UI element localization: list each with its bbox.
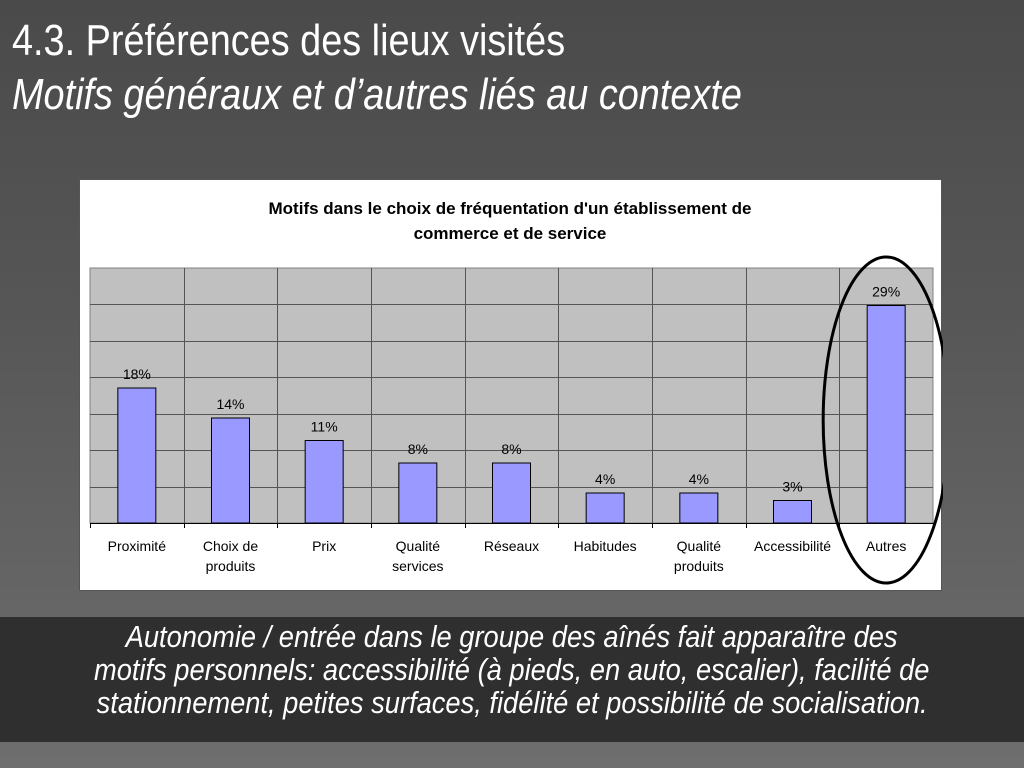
chart-title-line-2: commerce et de service [414,224,607,243]
bar-1 [211,417,250,524]
category-label-8-0: Autres [866,538,906,554]
data-label-3: 8% [408,441,428,457]
title-line-1: 4.3. Préférences des lieux visités [12,16,566,65]
bar-5 [585,492,625,524]
category-label-0-0: Proximité [108,538,167,554]
bar-0 [117,387,157,524]
data-label-2: 11% [311,419,338,435]
bar-7 [773,500,812,524]
category-label-4-0: Réseaux [484,538,539,554]
chart-panel: Motifs dans le choix de fréquentation d'… [79,179,943,591]
caption-line-2: motifs personnels: accessibilité (à pied… [94,652,930,687]
bar-8 [866,305,906,524]
caption-line-1: Autonomie / entrée dans le groupe des aî… [126,619,898,654]
caption-box: Autonomie / entrée dans le groupe des aî… [0,617,1024,742]
category-label-3-0: Qualité [396,538,441,554]
data-label-8: 29% [872,284,900,300]
chart-title-line-1: Motifs dans le choix de fréquentation d'… [269,199,752,218]
bar-6 [679,492,719,524]
bar-2 [304,440,344,524]
category-label-3-1: services [392,558,443,574]
data-label-1: 14% [216,396,244,412]
bar-4 [492,462,531,524]
data-label-0: 18% [123,366,151,382]
bar-3 [398,462,438,524]
category-label-5-0: Habitudes [574,538,637,554]
category-label-7-0: Accessibilité [754,538,831,554]
category-label-1-0: Choix de [203,538,258,554]
caption-line-3: stationnement, petites surfaces, fidélit… [96,685,928,720]
highlight-ellipse [821,255,943,585]
bar-chart: Motifs dans le choix de fréquentation d'… [89,199,943,585]
category-label-6-0: Qualité [677,538,722,554]
data-label-7: 3% [782,479,802,495]
slide-title: 4.3. Préférences des lieux visités Motif… [12,14,861,122]
data-label-6: 4% [689,471,709,487]
data-label-4: 8% [501,441,521,457]
data-label-5: 4% [595,471,615,487]
category-label-2-0: Prix [312,538,336,554]
category-label-6-1: produits [674,558,724,574]
title-line-2: Motifs généraux et d’autres liés au cont… [12,70,742,119]
category-label-1-1: produits [206,558,256,574]
